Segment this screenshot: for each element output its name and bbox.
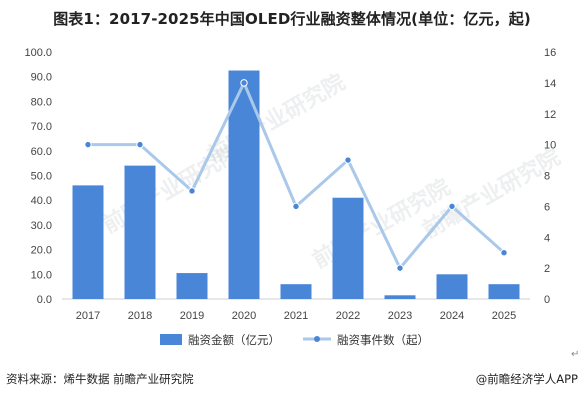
line-point — [240, 79, 248, 87]
legend-line-marker — [314, 336, 320, 342]
y-right-tick-label: 6 — [544, 201, 550, 213]
legend: 融资金额（亿元） 融资事件数（起） — [160, 333, 429, 347]
y-left-tick-label: 50.0 — [31, 171, 52, 183]
return-mark-icon: ↵ — [571, 349, 580, 360]
x-tick-label: 2024 — [440, 310, 464, 322]
y-left-tick-label: 80.0 — [31, 96, 52, 108]
y-right-tick-label: 12 — [544, 109, 556, 121]
y-left-tick-label: 0.0 — [37, 294, 52, 306]
chart-title: 图表1：2017-2025年中国OLED行业融资整体情况(单位：亿元，起) — [53, 10, 531, 28]
y-left-tick-label: 20.0 — [31, 245, 52, 257]
legend-bar-label: 融资金额（亿元） — [188, 333, 280, 347]
line-point — [84, 140, 92, 149]
x-tick-label: 2019 — [180, 310, 204, 322]
y-left-tick-label: 10.0 — [31, 269, 52, 281]
bar — [488, 284, 520, 299]
legend-line-label: 融资事件数（起） — [337, 333, 429, 347]
x-tick-label: 2018 — [128, 310, 152, 322]
y-left-tick-label: 60.0 — [31, 146, 52, 158]
y-right-tick-label: 8 — [544, 171, 550, 183]
y-left-tick-label: 90.0 — [31, 72, 52, 84]
x-tick-label: 2017 — [76, 310, 100, 322]
x-tick-label: 2022 — [336, 310, 360, 322]
y-right-tick-label: 2 — [544, 263, 550, 275]
x-tick-label: 2025 — [492, 310, 516, 322]
y-right-tick-label: 0 — [544, 294, 550, 306]
x-tick-label: 2021 — [284, 310, 308, 322]
line-point — [136, 140, 144, 149]
bar — [72, 185, 104, 299]
y-left-tick-label: 100.0 — [24, 47, 52, 59]
y-right-tick-label: 4 — [544, 232, 550, 244]
x-tick-label: 2023 — [388, 310, 412, 322]
line-point — [396, 264, 404, 272]
axis-layer: 0.0 10.0 20.0 30.0 40.0 50.0 60.0 70.0 80.0 90.0 1… — [24, 47, 556, 322]
bar — [332, 197, 364, 299]
line-point — [448, 202, 456, 211]
line-point — [188, 187, 196, 195]
y-left-tick-label: 30.0 — [31, 220, 52, 232]
y-right-tick-label: 14 — [544, 78, 556, 90]
line-point — [344, 156, 352, 164]
x-tick-label: 2020 — [232, 310, 256, 322]
bar — [280, 284, 312, 299]
line-point — [292, 202, 300, 211]
bar — [384, 295, 416, 299]
line-series — [84, 79, 508, 272]
source-note: 资料来源：烯牛数据 前瞻产业研究院 — [6, 372, 194, 386]
bar — [436, 274, 468, 299]
line-point — [500, 248, 508, 257]
y-right-tick-label: 16 — [544, 47, 556, 59]
brand-note: @前瞻经济学人APP — [475, 372, 578, 386]
y-right-tick-label: 10 — [544, 140, 556, 152]
bar — [176, 273, 208, 299]
bar — [124, 165, 156, 299]
bar-series — [72, 70, 520, 300]
y-left-tick-label: 40.0 — [31, 195, 52, 207]
y-left-tick-label: 70.0 — [31, 121, 52, 133]
legend-bar-swatch — [160, 334, 182, 345]
